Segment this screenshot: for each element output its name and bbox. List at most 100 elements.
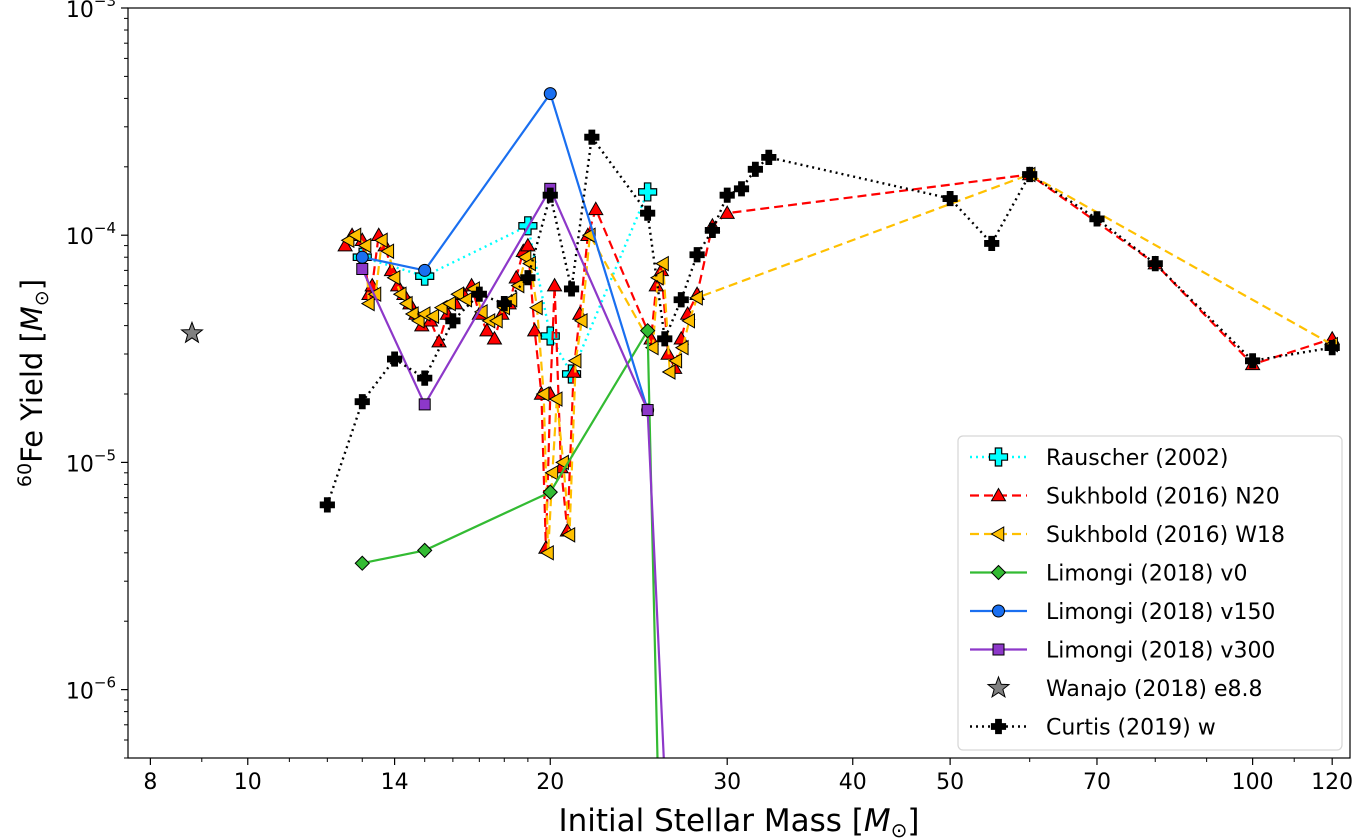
data-point — [761, 149, 777, 166]
data-point — [431, 333, 447, 348]
data-point — [398, 295, 413, 312]
legend-label: Limongi (2018) v150 — [1046, 600, 1275, 625]
data-point — [544, 464, 559, 481]
legend-marker — [988, 447, 1009, 467]
data-point — [380, 243, 395, 260]
data-point — [546, 277, 563, 292]
data-point — [347, 227, 362, 244]
data-point — [510, 277, 525, 294]
data-point — [360, 295, 375, 312]
data-point — [526, 322, 543, 337]
data-point — [389, 277, 406, 292]
x-tick-label: 120 — [1311, 770, 1353, 795]
data-point — [417, 370, 433, 386]
data-point — [418, 398, 431, 411]
legend-label: Limongi (2018) v300 — [1046, 639, 1275, 664]
data-point — [719, 187, 735, 203]
data-point — [661, 364, 676, 380]
data-point — [942, 190, 958, 207]
legend-item: Limongi (2018) v300 — [970, 639, 1275, 664]
legend-label: Limongi (2018) v0 — [1046, 562, 1247, 587]
data-point — [655, 255, 669, 272]
data-point — [681, 312, 695, 329]
data-point — [319, 497, 335, 513]
data-point — [417, 542, 433, 559]
data-point — [542, 187, 558, 203]
legend-item: Limongi (2018) v0 — [970, 562, 1247, 587]
y-axis-label-end: ] — [15, 279, 49, 290]
series-line-rauscher-2002 — [361, 191, 649, 377]
data-point — [640, 205, 656, 221]
x-tick-label: 14 — [381, 770, 409, 795]
data-point — [354, 555, 370, 571]
y-axis-ticks: 10−6 10−5 10−4 10−3 — [66, 0, 128, 759]
data-point — [644, 339, 659, 356]
data-point — [638, 182, 658, 202]
x-tick-label: 70 — [1083, 770, 1111, 795]
data-point — [563, 281, 580, 297]
data-point — [657, 331, 673, 347]
legend-marker — [990, 487, 1007, 502]
legend-marker — [986, 675, 1011, 699]
data-point — [573, 312, 588, 329]
data-point — [548, 391, 563, 407]
data-point — [567, 352, 582, 369]
data-point — [673, 292, 689, 308]
data-point — [450, 286, 465, 303]
data-point — [442, 295, 456, 312]
legend-item: Curtis (2019) w — [970, 716, 1216, 741]
data-point — [479, 322, 495, 337]
legend-label: Wanajo (2018) e8.8 — [1046, 677, 1263, 702]
legend-label: Curtis (2019) w — [1046, 716, 1216, 741]
data-point — [1147, 255, 1163, 272]
x-tick-label: 30 — [713, 770, 741, 795]
data-point — [543, 87, 557, 101]
data-point — [659, 775, 670, 786]
legend-label: Rauscher (2002) — [1046, 446, 1228, 471]
data-point — [984, 235, 1000, 252]
y-tick-label: 10−4 — [66, 219, 116, 250]
data-point — [392, 286, 407, 303]
x-axis-label-symbol: M — [864, 803, 891, 839]
series-layer — [180, 87, 1341, 786]
data-point — [1245, 353, 1261, 369]
data-point — [561, 526, 576, 543]
data-point — [486, 330, 503, 345]
series-line-limongi-2018-v150 — [362, 91, 649, 411]
data-point — [733, 181, 750, 197]
data-point — [445, 313, 461, 329]
x-axis-label: Initial Stellar Mass [M⊙] — [559, 803, 920, 839]
series-wanajo-2018-e8-8 — [180, 320, 204, 344]
data-point — [668, 352, 683, 369]
data-point — [386, 269, 401, 286]
x-axis-label-subscript: ⊙ — [891, 818, 908, 839]
legend-item: Limongi (2018) v150 — [970, 600, 1275, 625]
data-point — [540, 544, 554, 561]
data-point — [747, 161, 763, 177]
x-tick-label: 40 — [839, 770, 867, 795]
data-point — [488, 312, 503, 329]
y-axis-label-main: Fe Yield [ — [15, 331, 49, 463]
data-point — [357, 237, 372, 254]
data-point — [639, 322, 656, 339]
data-point — [180, 320, 204, 344]
data-point — [587, 201, 604, 216]
y-tick-label: 10−6 — [66, 674, 116, 705]
legend-item: Rauscher (2002) — [970, 446, 1228, 471]
legend-item: Sukhbold (2016) N20 — [970, 485, 1280, 510]
data-point — [354, 394, 370, 410]
y-tick-label: 10−3 — [66, 0, 116, 23]
legend-marker — [992, 604, 1005, 618]
legend-marker — [990, 526, 1005, 542]
series-curtis-2019-w — [319, 129, 1340, 513]
y-tick-label: 10−5 — [66, 446, 116, 477]
data-point — [355, 250, 369, 264]
data-point — [1324, 340, 1340, 356]
data-point — [496, 295, 512, 312]
data-point — [674, 339, 689, 356]
y-axis-label-superscript: 60 — [14, 463, 36, 487]
data-point — [1089, 211, 1105, 227]
x-tick-label: 20 — [536, 770, 564, 795]
x-axis-label-main: Initial Stellar Mass [ — [559, 803, 864, 839]
data-point — [410, 312, 425, 329]
